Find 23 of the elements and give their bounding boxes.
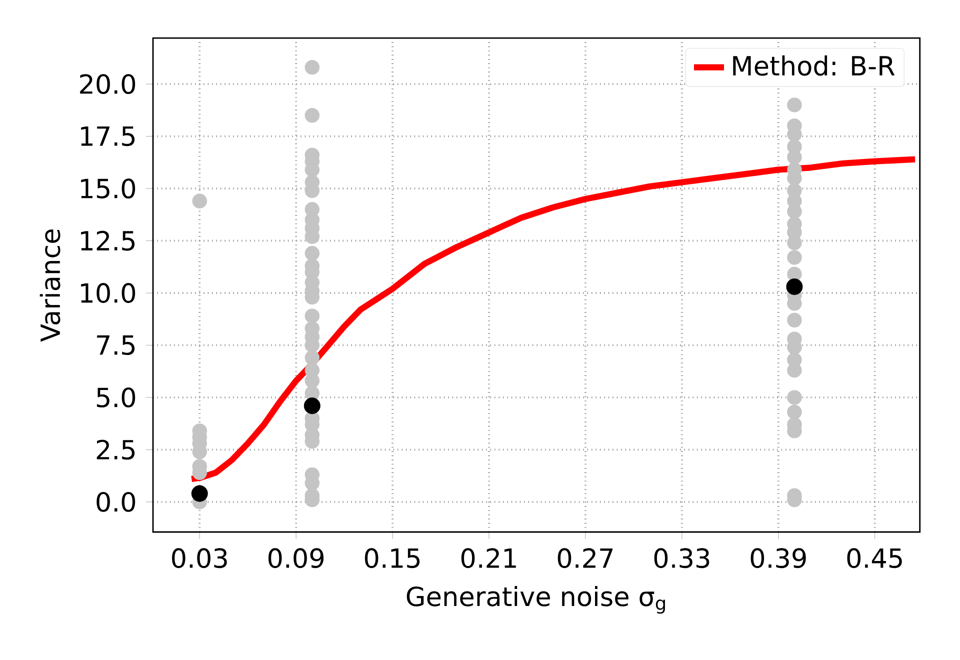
point: [191, 485, 208, 502]
x-axis-title: Generative noise σ$_{g}$: [406, 586, 665, 614]
y-tick-label: 7.5: [97, 335, 135, 356]
y-tick-label: 0.0: [96, 492, 136, 512]
point: [786, 278, 803, 295]
legend-label: Method: B-R: [733, 55, 895, 76]
y-tick-label: 10.0: [81, 283, 136, 303]
x-tick-label: 0.21: [461, 548, 516, 568]
x-tick-label: 0.09: [268, 548, 324, 568]
x-tick-label: 0.39: [750, 548, 806, 568]
y-tick-label: 20.0: [80, 74, 136, 94]
x-tick-label: 0.03: [172, 548, 227, 568]
y-tick-label: 5.0: [96, 387, 136, 408]
x-tick-label: 0.15: [364, 548, 420, 568]
x-tick-label: 0.33: [654, 548, 710, 568]
y-axis-title: Variance: [40, 230, 60, 342]
y-tick-label: 17.5: [81, 126, 135, 146]
x-tick-label: 0.27: [558, 548, 613, 568]
y-tick-label: 15.0: [81, 178, 136, 198]
x-tick-label: 0.45: [847, 548, 902, 568]
y-tick-label: 12.5: [81, 230, 135, 251]
point: [304, 398, 320, 414]
y-tick-label: 2.5: [96, 440, 135, 460]
